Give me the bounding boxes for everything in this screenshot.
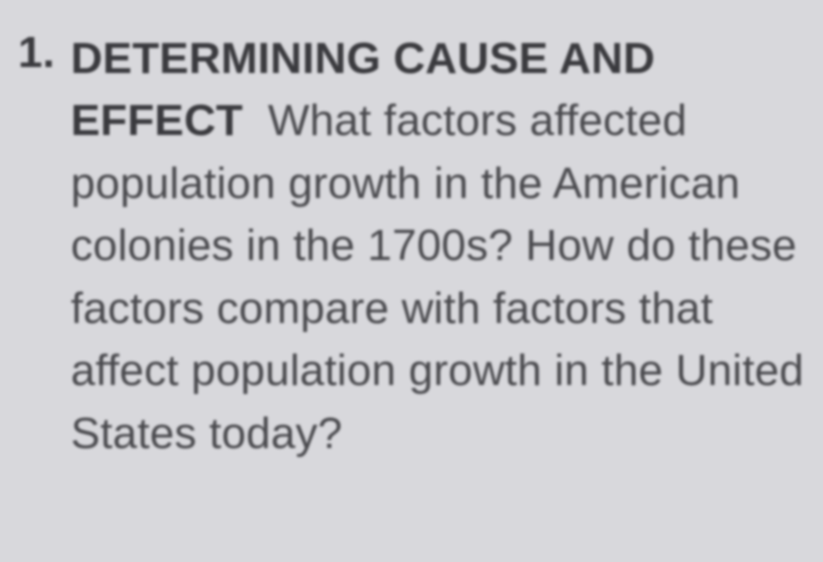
page-container: 1. DETERMINING CAUSE AND EFFECT What fac… [0,0,823,485]
question-number: 1. [18,28,55,78]
question-text: What factors affected population growth … [71,96,804,457]
question-content: DETERMINING CAUSE AND EFFECT What factor… [71,28,805,465]
question-block: 1. DETERMINING CAUSE AND EFFECT What fac… [18,28,805,465]
question-body: DETERMINING CAUSE AND EFFECT What factor… [71,28,805,465]
